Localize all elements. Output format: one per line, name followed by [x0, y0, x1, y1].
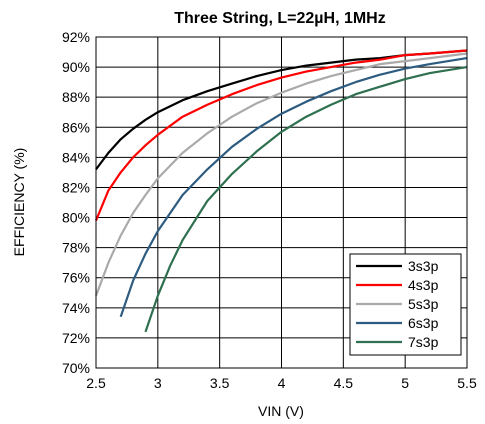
series-line-4s3p — [94, 49, 468, 222]
y-axis-ticks: 70% 72% 74% 76% 78% 80% 82% 84% 86% 88% 90% 92% — [62, 29, 90, 376]
series-line-6s3p — [119, 57, 468, 318]
x-tick-label: 4.5 — [334, 375, 354, 391]
y-tick-label: 80% — [62, 210, 90, 226]
y-tick-label: 70% — [62, 360, 90, 376]
y-tick-label: 82% — [62, 179, 90, 195]
y-tick-label: 84% — [62, 149, 90, 165]
chart-title: Three String, L=22µH, 1MHz — [174, 10, 385, 27]
legend-label: 7s3p — [408, 334, 439, 350]
y-tick-label: 86% — [62, 119, 90, 135]
legend-label: 4s3p — [408, 277, 439, 293]
x-tick-label: 2.5 — [86, 375, 106, 391]
y-tick-label: 88% — [62, 89, 90, 105]
chart-legend: 3s3p 4s3p 5s3p 6s3p 7s3p — [349, 253, 462, 356]
x-axis-label: VIN (V) — [258, 403, 304, 419]
x-tick-label: 4 — [278, 375, 286, 391]
y-tick-label: 72% — [62, 330, 90, 346]
x-axis-ticks: 2.5 3 3.5 4 4.5 5 5.5 — [86, 375, 477, 391]
legend-label: 6s3p — [408, 315, 439, 331]
x-tick-label: 5.5 — [457, 375, 477, 391]
series-line-7s3p — [144, 66, 468, 333]
y-tick-label: 76% — [62, 270, 90, 286]
x-tick-label: 3 — [154, 375, 162, 391]
x-tick-label: 3.5 — [210, 375, 230, 391]
x-tick-label: 5 — [401, 375, 409, 391]
y-tick-label: 78% — [62, 240, 90, 256]
plot-area-border — [95, 36, 468, 369]
y-axis-label: EFFICIENCY (%) — [11, 148, 27, 257]
y-tick-label: 92% — [62, 29, 90, 45]
legend-label: 5s3p — [408, 296, 439, 312]
series-line-5s3p — [94, 52, 468, 297]
legend-label: 3s3p — [408, 258, 439, 274]
series-line-3s3p — [95, 49, 468, 171]
y-tick-label: 90% — [62, 59, 90, 75]
y-tick-label: 74% — [62, 300, 90, 316]
chart-series — [94, 49, 468, 333]
